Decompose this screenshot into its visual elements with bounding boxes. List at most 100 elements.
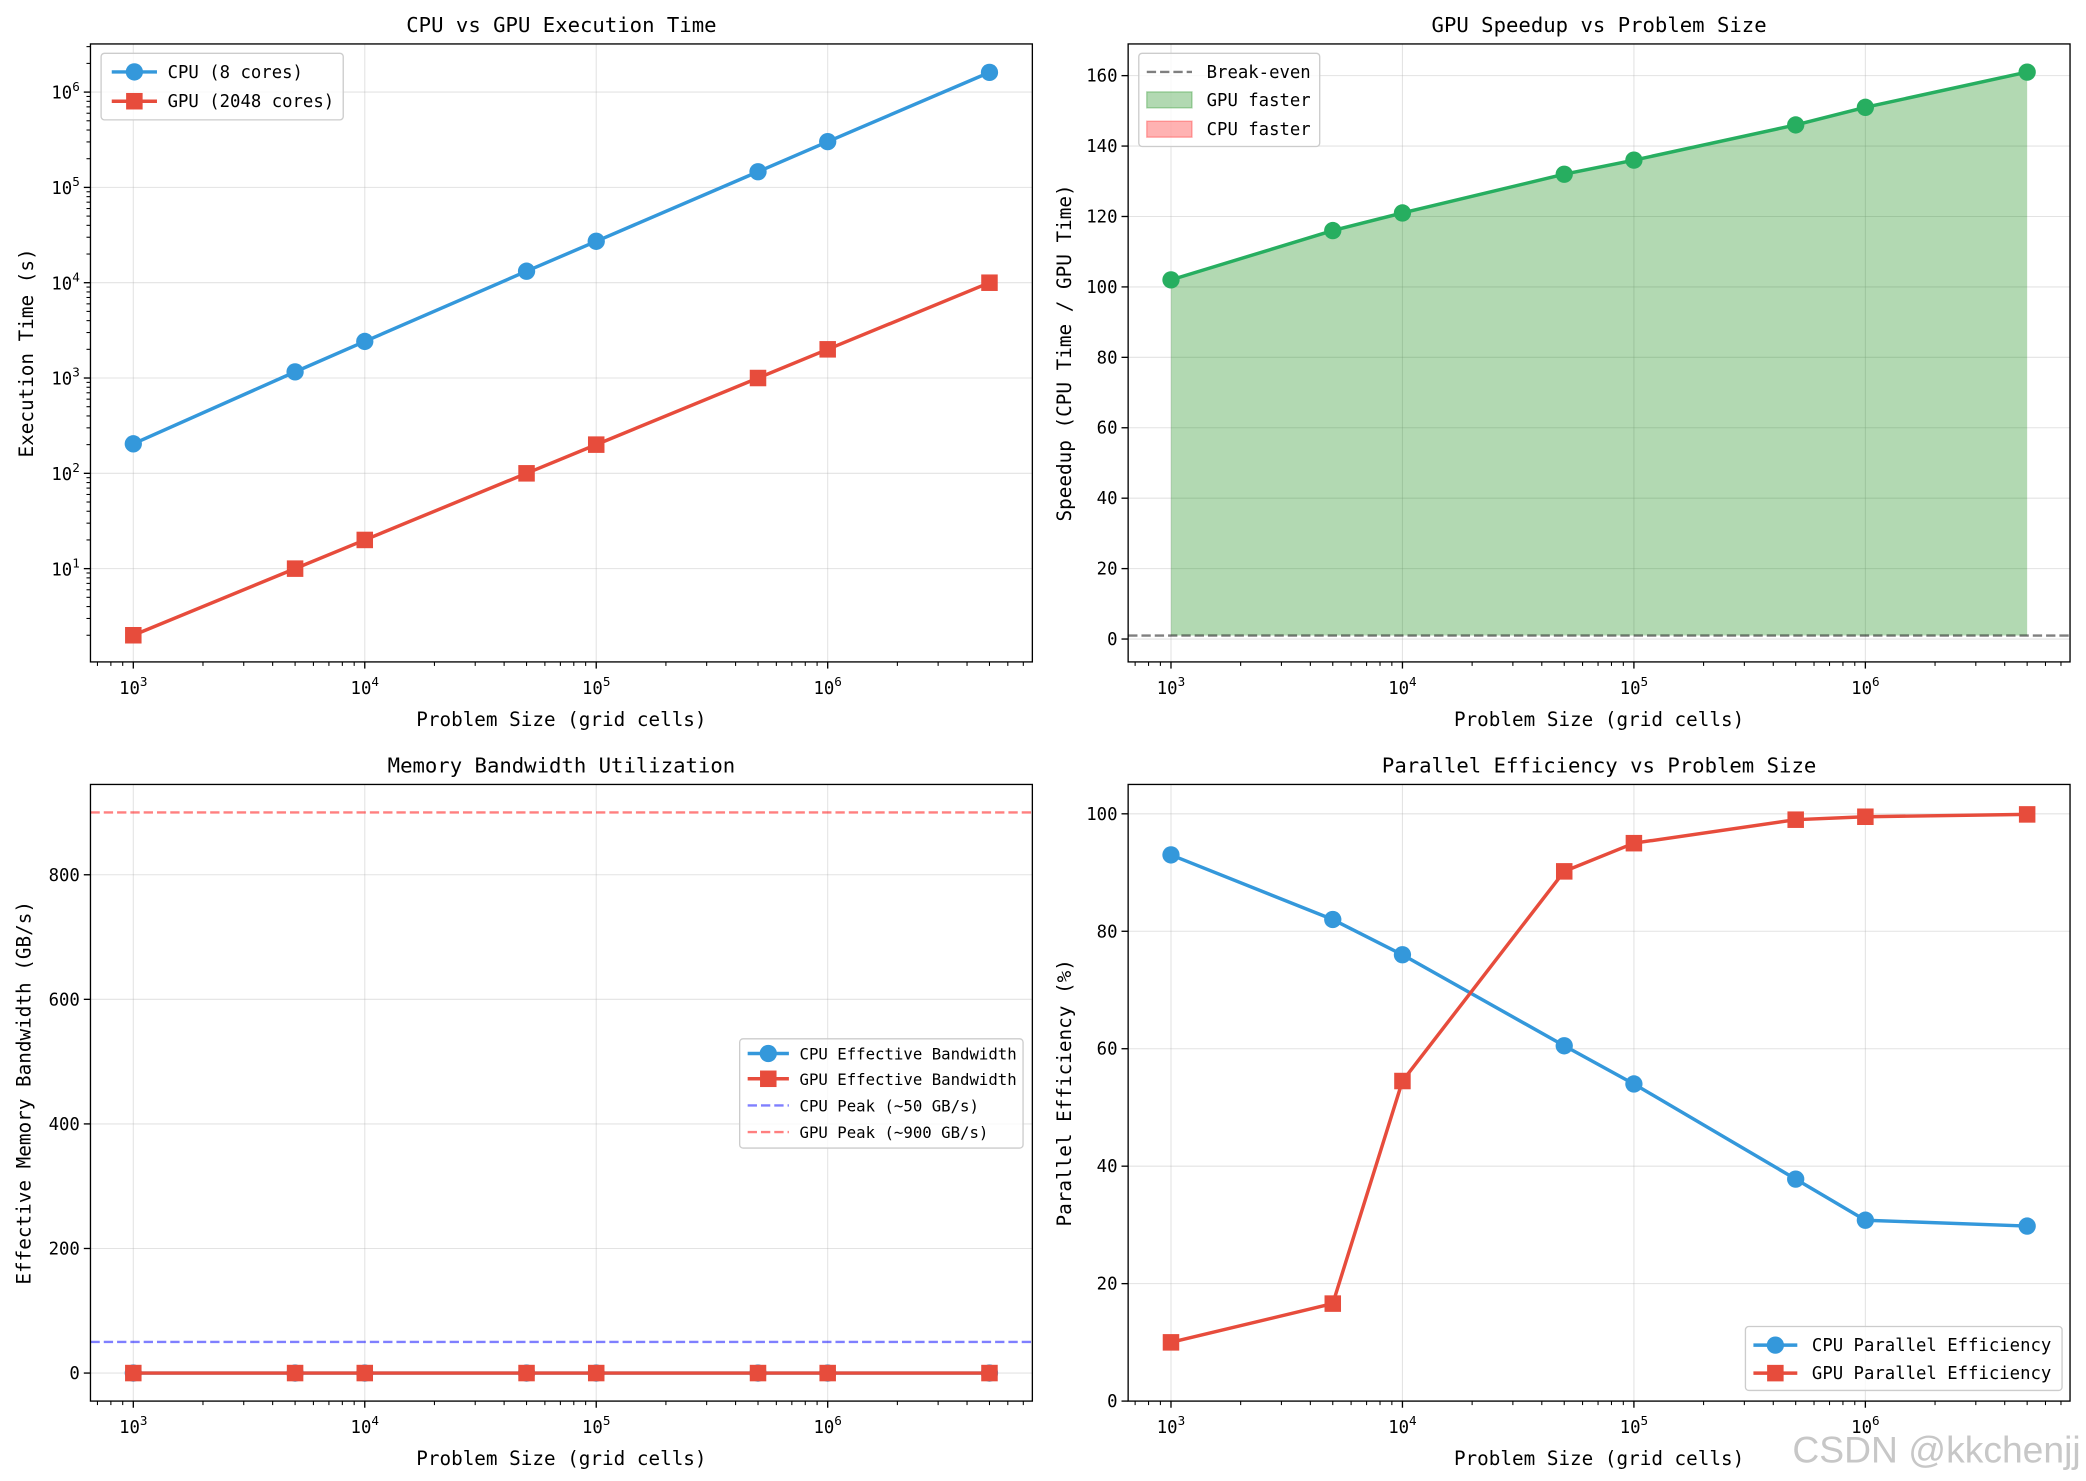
y-tick-label: 106 <box>51 79 79 104</box>
y-axis: 0 20 40 60 80 100 <box>1086 805 1129 1412</box>
x-tick-label: 104 <box>351 1413 379 1438</box>
x-tick-label: 105 <box>1620 1413 1648 1438</box>
x-tick-label: 103 <box>119 674 147 699</box>
y-tick-label: 40 <box>1097 489 1118 509</box>
x-tick-label: 104 <box>1388 1413 1416 1438</box>
x-axis-label: Problem Size (grid cells) <box>416 1447 706 1470</box>
x-tick-label-exponent: 4 <box>371 674 379 689</box>
cpu-8-cores-point <box>749 163 767 181</box>
x-tick-label-base: 10 <box>119 679 140 699</box>
y-tick-label: 40 <box>1097 1157 1118 1177</box>
grid <box>1128 784 2071 1402</box>
gpu-2048-cores-point <box>749 369 767 387</box>
legend-entry: CPU (8 cores) <box>111 63 303 83</box>
legend-entry: CPU Effective Bandwidth <box>747 1044 1017 1063</box>
axes-frame <box>1127 43 2071 663</box>
gpu-2048-cores-point <box>819 341 836 358</box>
legend-patch <box>1146 120 1193 138</box>
gpu-effective-bandwidth-point <box>125 1364 142 1382</box>
y-tick-label: 800 <box>49 866 80 886</box>
gpu-parallel-efficiency-point <box>1787 811 1804 828</box>
x-tick-label: 104 <box>351 674 379 699</box>
legend-entry: GPU Parallel Efficiency <box>1753 1364 2051 1384</box>
legend-entry: GPU Peak (~900 GB/s) <box>747 1123 988 1142</box>
gpu-effective-bandwidth-point <box>749 1364 767 1382</box>
x-tick-label-exponent: 5 <box>1641 674 1649 689</box>
y-tick-label-exponent: 1 <box>72 555 80 570</box>
series-0-point <box>1625 151 1643 169</box>
y-tick-label-exponent: 4 <box>72 269 80 284</box>
legend-entry: GPU (2048 cores) <box>111 92 335 112</box>
x-tick-label-exponent: 5 <box>1641 1413 1649 1428</box>
x-tick-label-exponent: 4 <box>1409 674 1417 689</box>
y-axis-label: Speedup (CPU Time / GPU Time) <box>1053 184 1076 521</box>
y-tick-label: 160 <box>1086 67 1117 87</box>
legend: Break-even GPU faster CPU faster <box>1138 52 1321 148</box>
gpu-parallel-efficiency-point <box>1394 1072 1411 1090</box>
cpu-parallel-efficiency-points <box>1162 846 2036 1235</box>
chart-title: GPU Speedup vs Problem Size <box>1432 13 1767 37</box>
gpu-effective-bandwidth-point <box>587 1364 605 1382</box>
gpu-effective-bandwidth-point <box>356 1364 374 1382</box>
legend-frame <box>739 1038 1024 1149</box>
x-tick-label-base: 10 <box>1620 679 1641 699</box>
x-tick-label-exponent: 5 <box>603 674 611 689</box>
cpu-8-cores-point <box>587 232 605 250</box>
cpu-8-cores-point <box>980 63 999 82</box>
gpu-2048-cores-point <box>356 531 374 549</box>
x-tick-label-exponent: 3 <box>1178 1413 1186 1428</box>
y-tick-label: 101 <box>51 555 79 580</box>
cpu-parallel-efficiency-point <box>1787 1170 1805 1188</box>
y-tick-label-exponent: 3 <box>72 365 80 380</box>
series-0-point <box>1393 204 1412 222</box>
y-axis: 0 200 400 600 800 <box>49 866 91 1384</box>
legend-entry: CPU faster <box>1146 120 1311 140</box>
legend-label: GPU (2048 cores) <box>168 92 335 112</box>
watermark: CSDN @kkchenjj <box>1792 1428 2080 1470</box>
legend-patch <box>1146 91 1193 109</box>
gpu-parallel-efficiency-point <box>1857 808 1874 826</box>
legend: CPU Parallel Efficiency GPU Parallel Effi… <box>1744 1325 2063 1392</box>
legend-label: CPU Peak (~50 GB/s) <box>800 1096 979 1115</box>
series-0-point <box>1787 116 1805 134</box>
legend-marker <box>125 63 144 81</box>
legend-label: GPU Parallel Efficiency <box>1812 1364 2051 1384</box>
x-tick-label-base: 10 <box>1388 1418 1409 1438</box>
y-tick-label: 103 <box>51 365 79 390</box>
cpu-8-cores-point <box>517 262 536 280</box>
x-tick-label: 105 <box>1620 674 1648 699</box>
legend-label: CPU (8 cores) <box>168 63 303 83</box>
y-tick-label-base: 10 <box>51 370 72 390</box>
gpu-parallel-efficiency-point <box>1162 1334 1180 1351</box>
gpu-parallel-efficiency-point <box>2018 806 2036 823</box>
legend: CPU (8 cores) GPU (2048 cores) <box>100 52 344 121</box>
y-tick-label: 0 <box>1107 630 1117 650</box>
gpu-2048-cores-point <box>981 274 998 291</box>
x-tick-label-base: 10 <box>582 679 603 699</box>
series-0-point <box>1555 165 1573 183</box>
gpu-parallel-efficiency-point <box>1555 863 1573 880</box>
x-tick-label-exponent: 4 <box>1409 1413 1417 1428</box>
legend-frame <box>1138 52 1321 148</box>
x-tick-label-exponent: 5 <box>603 1413 611 1428</box>
y-tick-label-base: 10 <box>51 84 72 104</box>
y-tick-label: 102 <box>51 460 79 485</box>
legend-entry: CPU Peak (~50 GB/s) <box>747 1096 979 1115</box>
x-axis-label: Problem Size (grid cells) <box>1454 1447 1744 1470</box>
x-tick-label: 103 <box>119 1413 147 1438</box>
gpu-parallel-efficiency-line <box>1170 812 2028 1345</box>
x-axis: 103 104 105 106 <box>96 661 1024 699</box>
legend-frame <box>100 52 344 121</box>
legend-label: GPU faster <box>1207 91 1311 111</box>
gpu-2048-cores-point <box>518 465 535 482</box>
legend-marker <box>126 92 143 110</box>
cpu-parallel-efficiency-point <box>1625 1075 1643 1093</box>
cpu-parallel-efficiency-point <box>1162 846 1180 864</box>
x-axis: 103 104 105 106 <box>96 1401 1024 1438</box>
series-0-point <box>1324 221 1342 240</box>
y-tick-label: 80 <box>1097 922 1118 942</box>
cpu-parallel-efficiency-point <box>2018 1217 2036 1235</box>
cpu-parallel-efficiency-point <box>1555 1037 1573 1055</box>
